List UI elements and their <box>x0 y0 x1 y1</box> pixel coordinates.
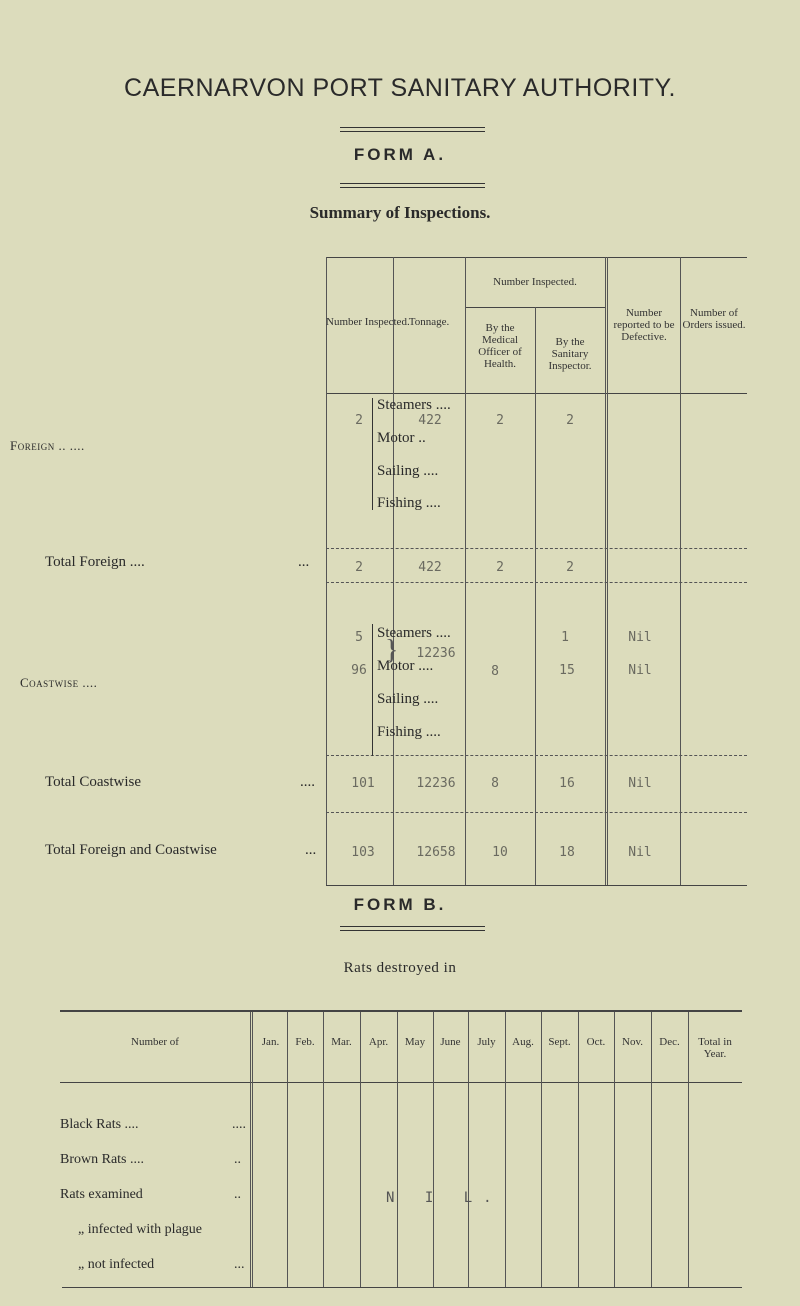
col-defective: Number reported to be Defective. <box>613 307 675 343</box>
cell: 5 <box>355 630 363 645</box>
nil-stamp: N I L. <box>386 1190 503 1206</box>
dots: ... <box>234 1257 245 1272</box>
cell: 2 <box>496 413 504 428</box>
total-coastwise-label: Total Coastwise <box>45 774 142 790</box>
page-title: CAERNARVON PORT SANITARY AUTHORITY. <box>124 74 676 102</box>
cell: 422 <box>418 413 442 428</box>
row-label: Brown Rats .... <box>60 1152 144 1167</box>
summary-heading: Summary of Inspections. <box>309 203 491 222</box>
coastwise-fishing-label: Fishing .... <box>377 724 441 740</box>
cell: 12236 <box>416 776 456 791</box>
brace-icon: } <box>385 635 399 666</box>
col-month: Apr. <box>368 1036 389 1048</box>
cell: 101 <box>351 776 375 791</box>
column-divider <box>397 1012 398 1287</box>
dots: .. <box>234 1152 241 1167</box>
dots: .. <box>234 1187 241 1202</box>
cell: 2 <box>496 560 504 575</box>
foreign-sailing-label: Sailing .... <box>377 463 439 479</box>
row-label: „ not infected <box>78 1257 155 1272</box>
foreign-motor-label: Motor .. <box>377 430 426 446</box>
col-month: Aug. <box>512 1036 534 1048</box>
col-month: Feb. <box>295 1036 315 1048</box>
cell: 10 <box>492 845 508 860</box>
dots: ... <box>298 554 310 570</box>
coastwise-motor-label: Motor .... <box>377 658 434 674</box>
cell: Nil <box>628 630 652 645</box>
cell: 16 <box>559 776 575 791</box>
rats-destroyed-heading: Rats destroyed in <box>343 960 457 976</box>
cell: 2 <box>355 560 363 575</box>
form-b-heading: FORM B. <box>353 895 447 914</box>
coastwise-label: Coastwise .... <box>20 675 98 690</box>
col-number-of: Number of <box>131 1036 179 1048</box>
column-divider <box>651 1012 652 1287</box>
divider <box>340 127 485 132</box>
column-divider <box>323 1012 324 1287</box>
cell: 8 <box>491 664 499 679</box>
bracket <box>372 624 378 756</box>
cell: Nil <box>628 776 652 791</box>
cell: 96 <box>351 663 367 678</box>
row-label: Rats examined <box>60 1187 143 1202</box>
col-number-inspected: Number Inspected. <box>326 316 410 328</box>
foreign-fishing-label: Fishing .... <box>377 495 441 511</box>
coastwise-steamers-label: Steamers .... <box>377 625 451 641</box>
column-divider <box>360 1012 361 1287</box>
column-divider <box>541 1012 542 1287</box>
cell: Nil <box>628 663 652 678</box>
cell: 15 <box>559 663 575 678</box>
col-by-medical: By the Medical Officer of Health. <box>478 322 522 370</box>
col-tonnage: Tonnage. <box>408 316 450 328</box>
cell: Nil <box>628 845 652 860</box>
bracket <box>372 398 378 510</box>
cell: 2 <box>566 413 574 428</box>
col-month: July <box>477 1036 496 1048</box>
grand-total-label: Total Foreign and Coastwise <box>45 842 217 858</box>
column-divider <box>468 1012 469 1287</box>
divider <box>340 926 485 931</box>
cell: 103 <box>351 845 375 860</box>
cell: 2 <box>355 413 363 428</box>
foreign-label: Foreign .. .... <box>10 438 85 453</box>
col-by-sanitary: By the Sanitary Inspector. <box>548 336 592 372</box>
column-divider <box>505 1012 506 1287</box>
dots: .... <box>232 1117 246 1132</box>
cell: 1 <box>561 630 569 645</box>
col-group-number-inspected: Number Inspected. <box>493 276 577 288</box>
column-divider <box>433 1012 434 1287</box>
col-month: Jan. <box>261 1036 280 1048</box>
column-divider <box>688 1012 689 1287</box>
foreign-steamers-label: Steamers .... <box>377 397 451 413</box>
col-month: Sept. <box>548 1036 571 1048</box>
coastwise-sailing-label: Sailing .... <box>377 691 439 707</box>
row-label: „ infected with plague <box>78 1222 203 1237</box>
col-orders: Number of Orders issued. <box>682 307 746 331</box>
divider <box>340 183 485 188</box>
column-divider <box>287 1012 288 1287</box>
total-foreign-label: Total Foreign .... <box>45 554 145 570</box>
col-month: Dec. <box>659 1036 680 1048</box>
col-month: May <box>404 1036 426 1048</box>
col-month: Oct. <box>586 1036 606 1048</box>
col-month: Total in Year. <box>698 1036 732 1060</box>
cell: 8 <box>491 776 499 791</box>
col-month: Mar. <box>331 1036 352 1048</box>
cell: 422 <box>418 560 442 575</box>
column-divider <box>578 1012 579 1287</box>
cell: 12236 <box>416 646 456 661</box>
cell: 2 <box>566 560 574 575</box>
col-month: Nov. <box>622 1036 643 1048</box>
dots: ... <box>305 842 317 858</box>
col-month: June <box>440 1036 461 1048</box>
column-divider <box>614 1012 615 1287</box>
row-label: Black Rats .... <box>60 1117 139 1132</box>
dots: .... <box>300 774 315 790</box>
cell: 12658 <box>416 845 456 860</box>
form-a-heading: FORM A. <box>353 145 447 164</box>
cell: 18 <box>559 845 575 860</box>
